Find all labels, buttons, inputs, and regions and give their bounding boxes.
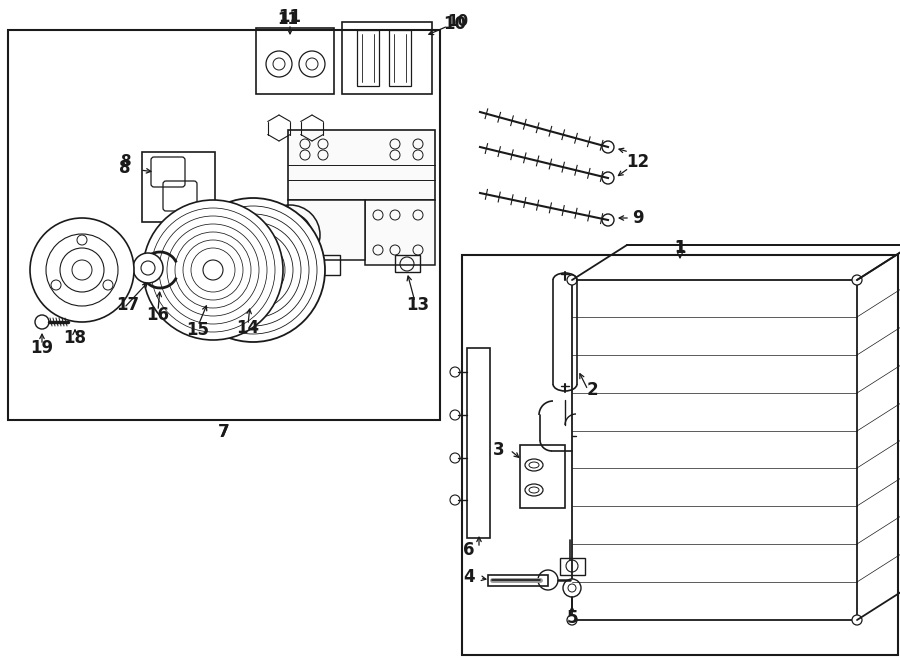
Text: 10: 10: [447, 15, 469, 30]
Circle shape: [602, 214, 614, 226]
Text: 3: 3: [493, 441, 505, 459]
Bar: [395, 255, 420, 272]
Text: 7: 7: [218, 423, 230, 441]
Text: 11: 11: [277, 13, 299, 28]
Text: 7: 7: [219, 424, 230, 440]
Circle shape: [563, 579, 581, 597]
Bar: [288, 200, 365, 260]
Circle shape: [450, 453, 460, 463]
Circle shape: [602, 141, 614, 153]
Text: 18: 18: [64, 329, 86, 347]
Bar: [290, 255, 340, 275]
Circle shape: [181, 198, 325, 342]
Text: 13: 13: [407, 296, 429, 314]
Text: 16: 16: [147, 306, 169, 324]
Text: 1: 1: [675, 241, 685, 256]
Circle shape: [143, 200, 283, 340]
Circle shape: [450, 367, 460, 377]
Text: 15: 15: [186, 321, 210, 339]
Bar: [365, 200, 435, 265]
Circle shape: [538, 570, 558, 590]
Bar: [467, 348, 490, 538]
Bar: [560, 558, 585, 575]
Text: 5: 5: [566, 609, 578, 627]
Bar: [8, 30, 440, 420]
Bar: [520, 445, 565, 508]
Text: 19: 19: [31, 339, 54, 357]
Circle shape: [852, 275, 862, 285]
Circle shape: [450, 495, 460, 505]
Text: 1: 1: [674, 239, 686, 257]
Circle shape: [567, 615, 577, 625]
Bar: [142, 152, 215, 222]
Bar: [357, 30, 379, 86]
Circle shape: [602, 172, 614, 184]
Text: 14: 14: [237, 319, 259, 337]
Bar: [488, 575, 548, 586]
Text: 12: 12: [626, 153, 650, 171]
Text: 11: 11: [278, 8, 302, 26]
Circle shape: [133, 253, 163, 283]
Text: 8: 8: [120, 159, 131, 177]
Circle shape: [30, 218, 134, 322]
Circle shape: [450, 410, 460, 420]
Text: 10: 10: [444, 15, 466, 33]
Text: 2: 2: [586, 381, 598, 399]
Bar: [342, 22, 432, 94]
Text: 8: 8: [121, 155, 131, 169]
Bar: [389, 30, 411, 86]
Bar: [462, 255, 898, 655]
Bar: [572, 280, 857, 620]
Circle shape: [852, 615, 862, 625]
Bar: [256, 28, 334, 94]
Bar: [288, 130, 435, 200]
Circle shape: [567, 275, 577, 285]
Text: 17: 17: [116, 296, 140, 314]
Text: 4: 4: [464, 568, 475, 586]
Text: 6: 6: [464, 541, 475, 559]
Text: 9: 9: [632, 209, 644, 227]
